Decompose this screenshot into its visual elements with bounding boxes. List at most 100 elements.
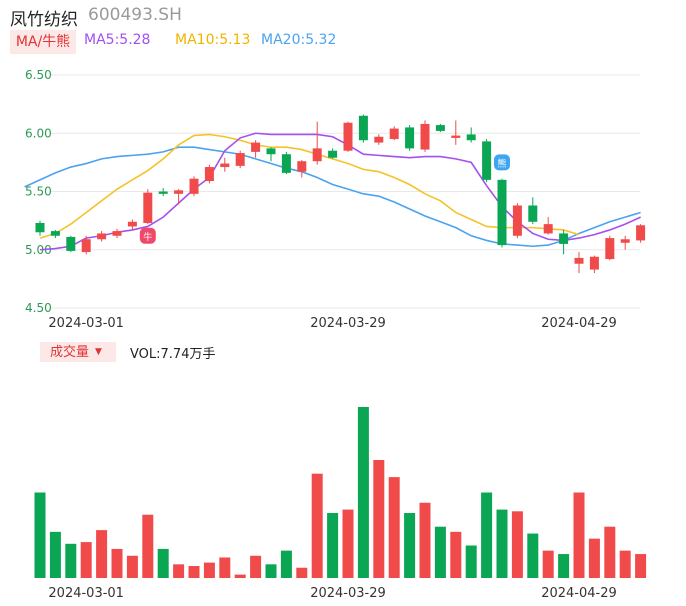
ma5-label: MA5:5.28 [84,32,151,48]
volume-bar [635,554,647,578]
volume-bar [588,538,600,578]
volume-bar [80,542,92,578]
volume-bar [511,511,523,578]
volume-bar [573,492,585,578]
candle-body [620,239,630,243]
candle-body [251,142,261,152]
x-tick-label: 2024-03-29 [310,316,386,331]
volume-x-tick-label: 2024-04-29 [541,586,617,601]
candle-body [405,127,415,149]
volume-bar [342,509,354,578]
candle-body [189,178,199,194]
candle-body [605,238,615,260]
candle-body [559,233,569,244]
volume-bar [34,492,46,578]
candle-body [158,191,168,194]
candle-body [312,148,322,162]
candle-body [435,125,445,131]
volume-bar [404,513,416,578]
candle-body [66,236,76,251]
volume-bar [327,513,339,578]
candle-body [636,225,646,241]
volume-bar [619,550,631,578]
volume-x-tick-label: 2024-03-29 [310,586,386,601]
volume-bar [465,545,477,578]
volume-bar [388,477,400,578]
candle-body [451,135,461,138]
dropdown-caret-icon: ▼ [95,347,102,357]
ma20-label: MA20:5.32 [261,32,337,48]
bull-signal-icon [139,227,156,244]
volume-bar [234,574,246,578]
y-tick-label: 5.00 [25,243,52,257]
volume-bar [250,555,262,578]
candle-body [358,115,368,141]
candle-body [281,154,291,173]
volume-bar [481,492,493,578]
volume-bar [126,555,138,578]
candle-body [127,221,137,227]
volume-bar [357,407,369,578]
ma10-label: MA10:5.13 [175,32,251,48]
x-tick-label: 2024-04-29 [541,316,617,331]
candle-body [112,231,122,236]
candle-body [482,141,492,180]
y-tick-label: 5.50 [25,185,52,199]
candle-body [466,134,476,141]
volume-bar [49,531,61,578]
candle-body [420,123,430,150]
volume-bar [419,502,431,578]
candle-body [512,205,522,236]
ma-indicator-button[interactable]: MA/牛熊 [10,30,76,54]
volume-bar [142,514,154,578]
volume-bar [219,557,231,578]
ma20-line [24,146,641,248]
volume-bar [111,548,123,578]
volume-indicator-dropdown[interactable]: 成交量 ▼ [40,342,116,362]
volume-value: VOL:7.74万手 [130,347,216,362]
volume-bar [434,526,446,578]
stock-name: 凤竹纺织 [10,10,78,30]
candle-body [328,150,338,158]
volume-bar [203,562,215,578]
candle-body [97,233,107,240]
volume-bar [604,526,616,578]
volume-bar [173,564,185,578]
candle-body [497,179,507,246]
candle-body [266,148,276,155]
candle-body [374,136,384,143]
volume-bar [542,550,554,578]
candle-body [143,192,153,223]
candle-body [343,122,353,151]
ma10-line [39,133,580,239]
stock-code: 600493.SH [88,5,182,25]
volume-bar [157,548,169,578]
candle-body [204,167,214,182]
ma5-line [39,132,641,251]
candle-body [589,256,599,270]
y-tick-label: 4.50 [25,301,52,315]
candle-body [220,163,230,168]
volume-bar [188,566,200,578]
volume-bar [558,554,570,578]
candle-body [574,257,584,264]
candle-body [297,161,307,172]
candle-body [235,153,245,166]
candle-body [389,128,399,140]
y-tick-label: 6.00 [25,126,52,140]
candle-body [81,239,91,253]
volume-bar [496,509,508,578]
bear-signal-icon-label: 熊 [497,157,506,169]
volume-x-tick-label: 2024-03-01 [48,586,124,601]
bear-signal-icon [494,154,510,171]
candle-body [174,190,184,194]
y-tick-label: 6.50 [25,68,52,82]
volume-indicator-label: 成交量 [50,345,90,360]
candle-body [50,231,60,236]
volume-bar [280,550,292,578]
volume-bar [373,460,385,578]
volume-bar [265,564,277,578]
volume-bar [450,531,462,578]
volume-bar [96,530,108,578]
